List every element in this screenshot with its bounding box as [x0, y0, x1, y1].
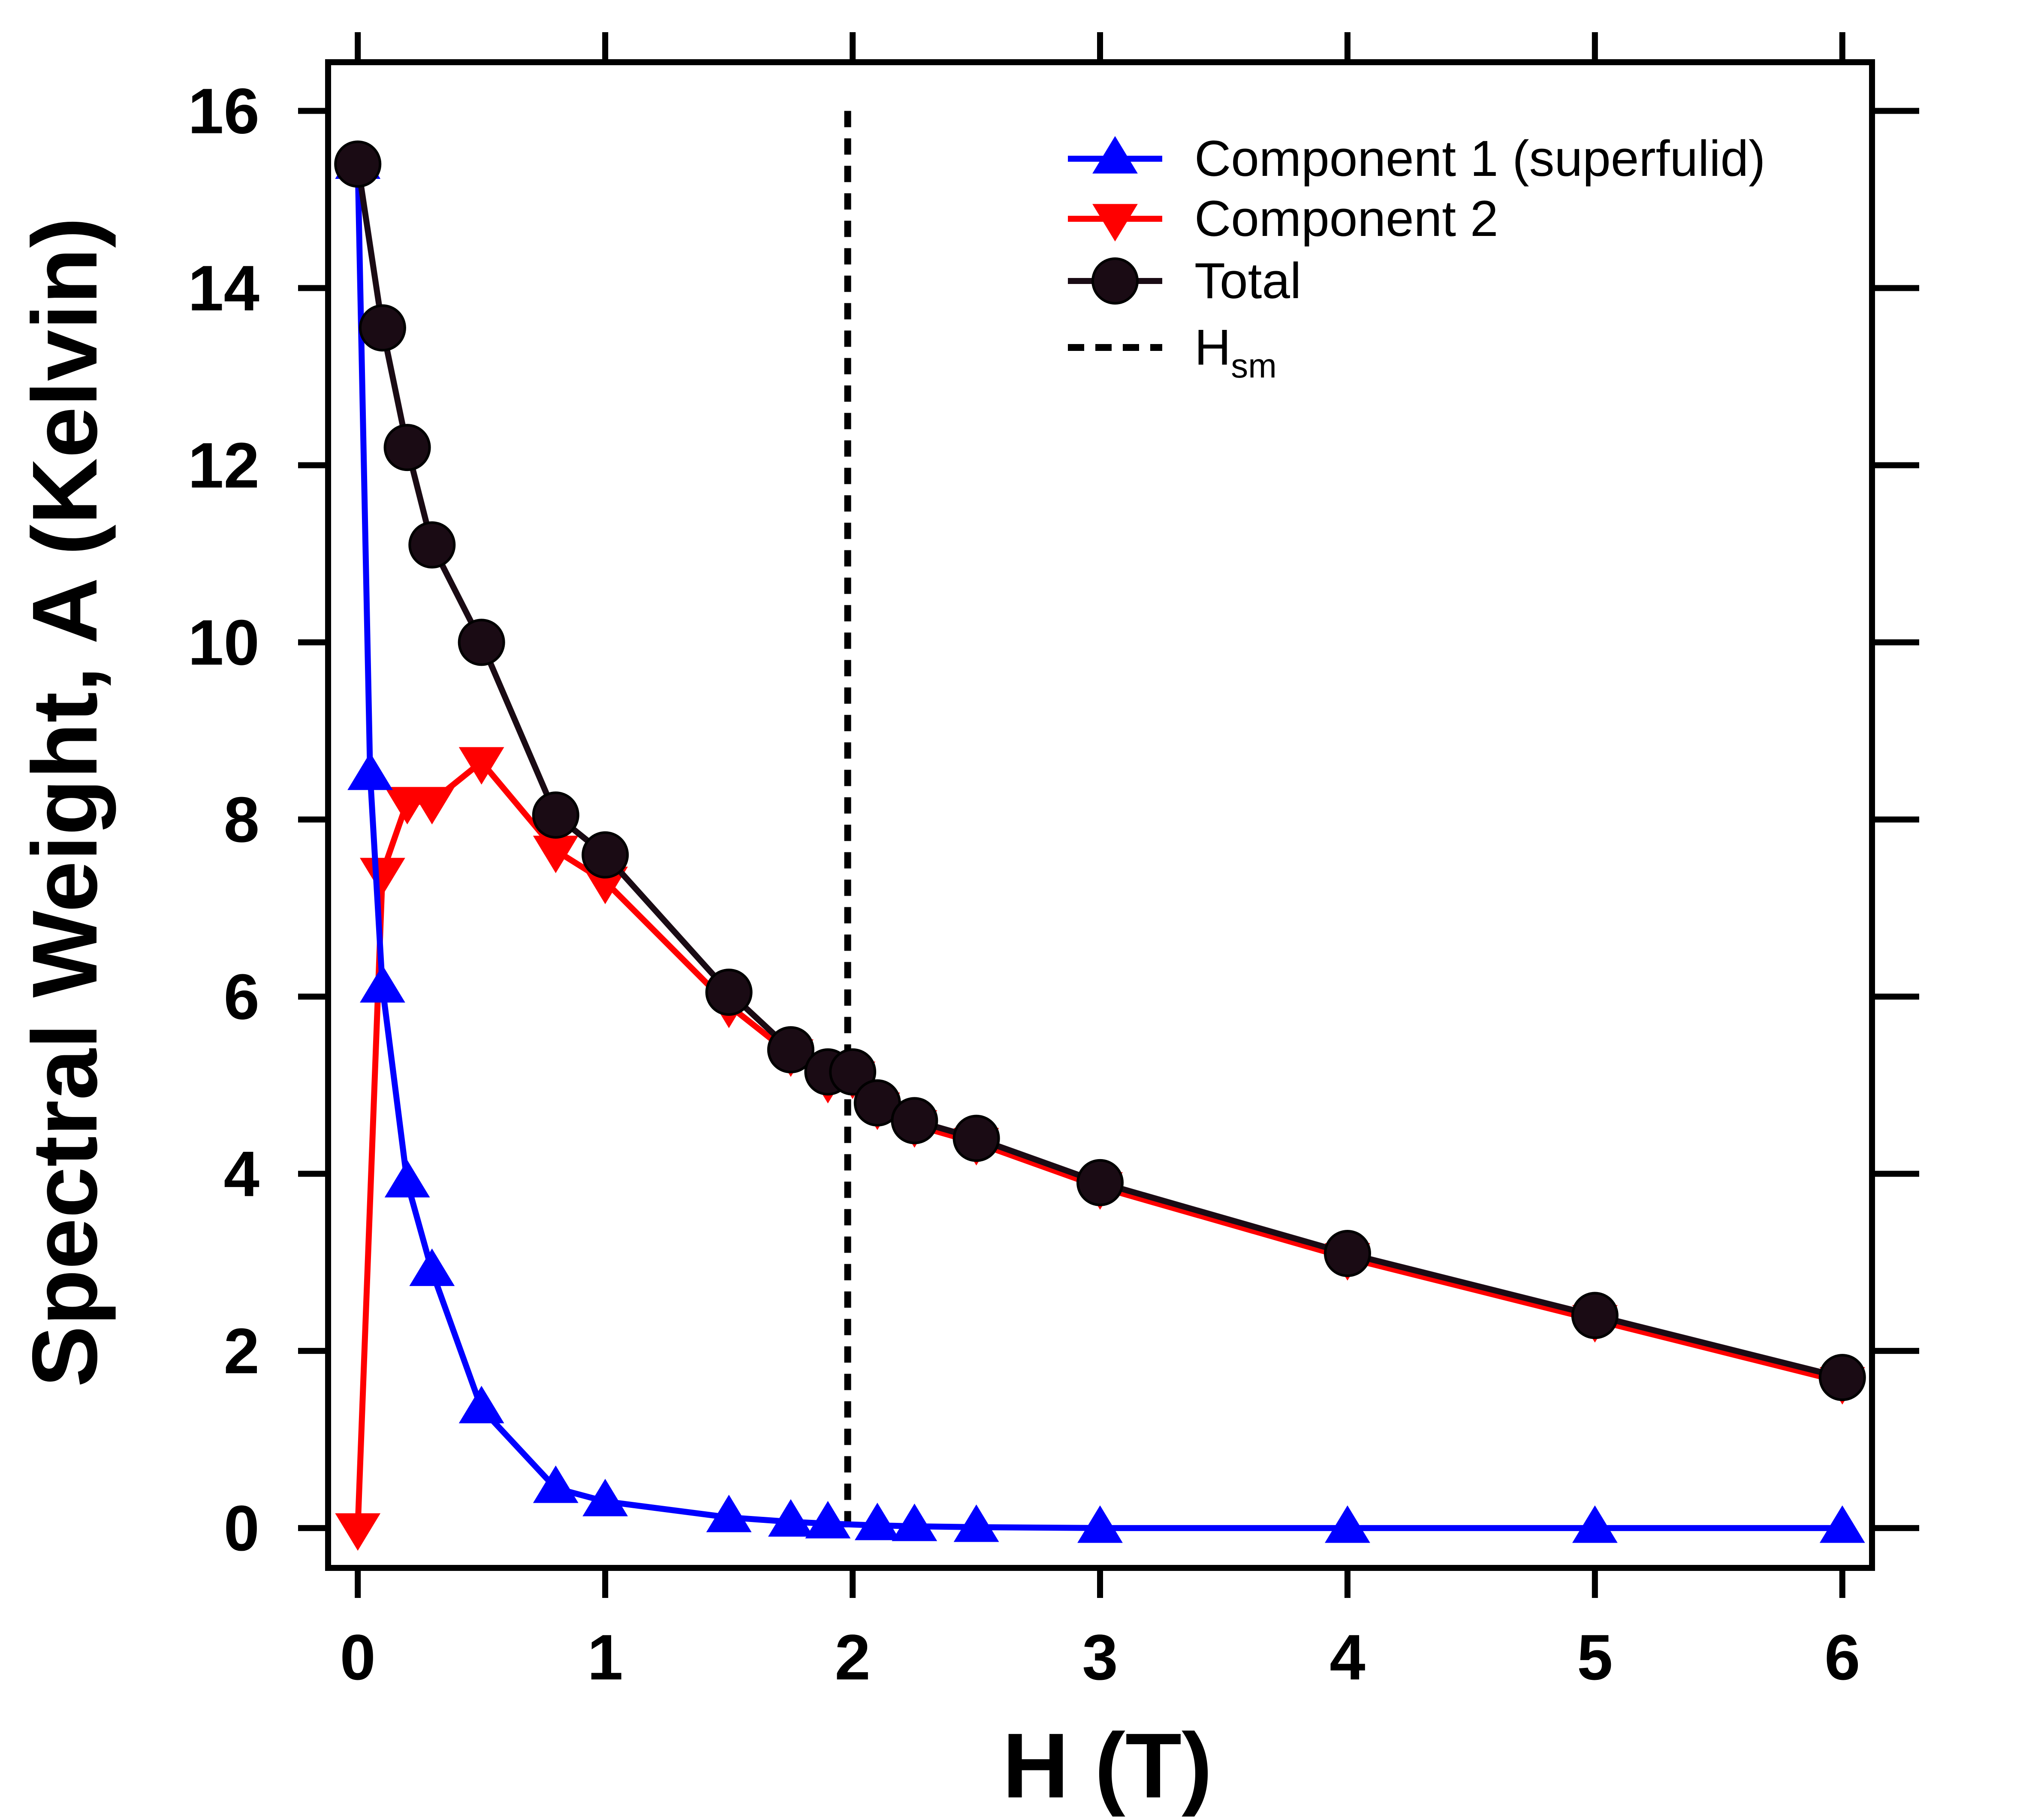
series-2-point-0 — [335, 1513, 381, 1551]
legend-marker-2 — [1092, 204, 1138, 242]
series-3-point-5 — [532, 791, 579, 839]
series-1-point-14 — [1077, 1505, 1123, 1543]
series-1-point-1 — [347, 752, 393, 790]
x-axis-title: H (T) — [1002, 1714, 1212, 1817]
x-tick-label-3: 3 — [1082, 1621, 1118, 1693]
y-tick-label-3: 6 — [224, 960, 259, 1033]
series-3-point-0 — [334, 140, 382, 188]
series-3-point-14 — [1076, 1159, 1124, 1206]
series-1-point-2 — [360, 965, 405, 1003]
series-1-point-12 — [892, 1504, 938, 1541]
series-3-point-15 — [1323, 1230, 1371, 1277]
legend-label-hsm-sub: sm — [1231, 347, 1277, 385]
series-3 — [334, 140, 1866, 1401]
series-1-point-10 — [805, 1501, 851, 1539]
series-1-point-11 — [854, 1502, 900, 1540]
series-3-point-2 — [383, 424, 431, 471]
series-2-point-6 — [582, 867, 628, 904]
series-1-point-5 — [458, 1386, 504, 1423]
series-layer — [334, 140, 1866, 1551]
y-tick-label-2: 4 — [224, 1138, 259, 1210]
series-1-point-17 — [1819, 1505, 1865, 1543]
x-tick-label-5: 5 — [1577, 1621, 1613, 1693]
x-tick-label-6: 6 — [1824, 1621, 1860, 1693]
series-2-point-4 — [458, 747, 504, 785]
y-tick-label-4: 8 — [224, 783, 259, 855]
series-1-point-16 — [1572, 1505, 1618, 1543]
series-3-point-12 — [891, 1097, 938, 1145]
series-1-point-4 — [409, 1248, 455, 1286]
legend-label-1: Component 1 (superfulid) — [1194, 130, 1765, 187]
legend: Component 1 (superfulid)Component 2 Total… — [1068, 130, 1765, 385]
series-2 — [335, 747, 1865, 1551]
series-1-point-13 — [953, 1504, 999, 1542]
labels-layer: H (T) Spectral Weight, A (Kelvin) — [13, 217, 1212, 1817]
y-tick-label-5: 10 — [188, 606, 259, 678]
y-tick-label-6: 12 — [188, 429, 259, 501]
series-3-point-1 — [359, 304, 406, 352]
series-2-point-1 — [360, 858, 405, 896]
series-1-point-15 — [1325, 1505, 1370, 1543]
y-tick-label-7: 14 — [188, 252, 259, 324]
series-3-point-10 — [829, 1048, 877, 1096]
legend-label-hsm: Hsm — [1194, 319, 1277, 385]
series-3-point-7 — [705, 968, 753, 1016]
series-1-point-3 — [384, 1160, 430, 1198]
legend-marker-3 — [1091, 257, 1139, 305]
series-3-point-16 — [1571, 1292, 1619, 1339]
series-3-point-13 — [953, 1114, 1000, 1162]
y-tick-label-8: 16 — [188, 75, 259, 147]
y-tick-label-0: 0 — [224, 1492, 259, 1564]
series-3-point-6 — [582, 831, 629, 879]
series-3-point-3 — [408, 521, 456, 569]
series-1-line — [355, 164, 1842, 1531]
y-tick-label-1: 2 — [224, 1315, 259, 1387]
series-3-point-4 — [458, 619, 505, 666]
series-1-point-6 — [533, 1465, 579, 1503]
y-axis-title: Spectral Weight, A (Kelvin) — [13, 217, 116, 1387]
x-tick-label-1: 1 — [587, 1621, 623, 1693]
series-2-point-3 — [409, 787, 455, 824]
x-tick-label-2: 2 — [835, 1621, 870, 1693]
x-tick-label-0: 0 — [340, 1621, 376, 1693]
x-tick-label-4: 4 — [1330, 1621, 1365, 1693]
series-1-point-8 — [706, 1495, 752, 1532]
series-3-point-17 — [1818, 1354, 1866, 1401]
legend-label-2: Component 2 — [1194, 190, 1498, 247]
series-3-point-8 — [767, 1026, 814, 1074]
legend-label-3: Total — [1194, 253, 1301, 309]
series-2-line — [355, 759, 1843, 1528]
series-2-point-5 — [533, 836, 579, 873]
series-1-point-9 — [768, 1499, 814, 1537]
series-1-point-7 — [582, 1479, 628, 1516]
legend-marker-1 — [1092, 136, 1138, 174]
